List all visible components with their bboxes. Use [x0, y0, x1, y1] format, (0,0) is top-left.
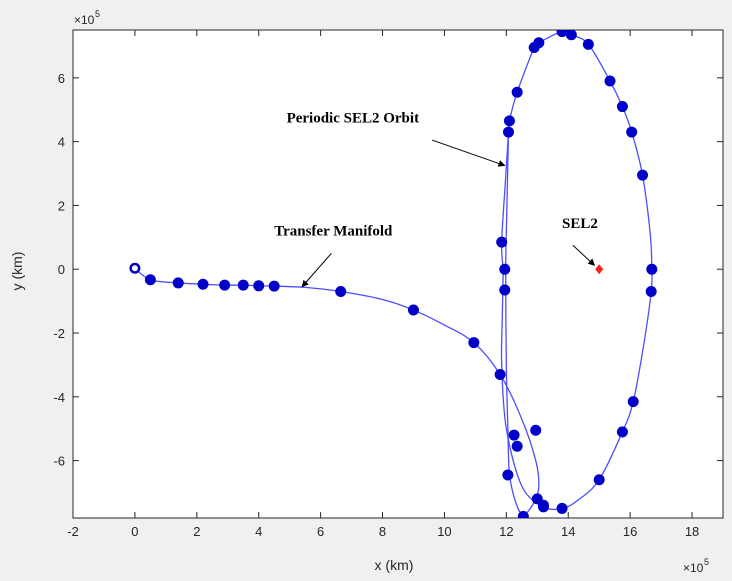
transfer-manifold-marker — [468, 337, 480, 349]
transfer-manifold-marker — [268, 280, 280, 292]
y-axis-label: y (km) — [9, 252, 25, 291]
x-tick-label: 12 — [499, 524, 513, 539]
x-tick-label: 6 — [317, 524, 324, 539]
transfer-manifold-marker — [508, 429, 520, 441]
annotation-arrow — [431, 139, 506, 167]
y-tick-label: -6 — [53, 454, 65, 469]
periodic-orbit-marker — [503, 115, 515, 127]
annotation-arrow — [572, 244, 596, 266]
x-tick-label: 10 — [437, 524, 451, 539]
periodic-orbit-marker — [637, 169, 649, 181]
annotation-text: Transfer Manifold — [274, 224, 393, 240]
transfer-manifold-marker — [407, 304, 419, 316]
y-tick-label: 2 — [58, 198, 65, 213]
y-tick-label: 6 — [58, 71, 65, 86]
periodic-orbit-marker — [604, 75, 616, 87]
periodic-orbit-marker — [593, 474, 605, 486]
y-tick-label: 0 — [58, 262, 65, 277]
origin-point — [131, 265, 138, 272]
periodic-orbit-marker — [533, 37, 545, 49]
periodic-orbit-marker — [565, 30, 577, 41]
y-tick-label: 4 — [58, 135, 65, 150]
annotation-arrow — [301, 252, 332, 288]
periodic-orbit-marker — [511, 86, 523, 98]
annotations-layer: Periodic SEL2 Orbit Transfer Manifold SEL2 — [274, 110, 598, 288]
periodic-orbit-marker — [616, 426, 628, 438]
periodic-orbit-marker — [616, 101, 628, 113]
transfer-manifold-marker — [335, 286, 347, 298]
periodic-orbit-marker — [626, 126, 638, 138]
plot-area — [72, 29, 724, 519]
periodic-orbit-marker — [503, 126, 514, 138]
periodic-orbit-marker — [499, 263, 511, 275]
x-tick-label: 16 — [623, 524, 637, 539]
x-tick-label: 14 — [561, 524, 575, 539]
x-tick-label: 0 — [131, 524, 138, 539]
annotation-text: Periodic SEL2 Orbit — [287, 110, 420, 126]
periodic-orbit-marker — [646, 263, 658, 275]
svg-text:5: 5 — [95, 9, 100, 19]
transfer-manifold-marker — [197, 278, 209, 290]
transfer-manifold-marker — [494, 368, 506, 380]
x-axis-label: x (km) — [375, 557, 414, 573]
y-exponent: ×10 5 — [74, 9, 100, 27]
series-layer — [129, 30, 658, 518]
periodic-orbit-marker — [502, 469, 514, 481]
x-tick-label: 18 — [685, 524, 699, 539]
periodic-orbit-marker — [627, 396, 639, 408]
periodic-orbit-marker — [556, 502, 568, 514]
periodic-orbit-marker — [556, 30, 568, 38]
transfer-manifold-marker — [511, 440, 523, 452]
x-tick-label: 2 — [193, 524, 200, 539]
svg-text:×10: ×10 — [683, 561, 704, 575]
periodic-orbit-marker — [582, 38, 594, 50]
sel2-point — [595, 264, 604, 275]
ticks: -2 0 2 4 6 8 10 12 14 16 18 -6 -4 -2 0 2 4 6 — [53, 30, 723, 539]
transfer-manifold-marker — [144, 274, 156, 286]
x-exponent: ×10 5 — [683, 557, 709, 575]
transfer-manifold-marker — [537, 499, 549, 511]
transfer-manifold-marker — [530, 424, 542, 436]
transfer-manifold-marker — [517, 510, 529, 518]
periodic-orbit-marker — [645, 286, 657, 298]
y-tick-label: -4 — [53, 390, 65, 405]
transfer-manifold-marker — [237, 279, 249, 291]
periodic-orbit-marker — [496, 236, 508, 248]
transfer-manifold-marker — [219, 279, 231, 291]
transfer-manifold-marker — [253, 280, 265, 292]
x-tick-label: 8 — [379, 524, 386, 539]
svg-text:×10: ×10 — [74, 13, 95, 27]
y-tick-label: -2 — [53, 326, 65, 341]
annotation-text: SEL2 — [562, 216, 598, 232]
x-tick-label: 4 — [255, 524, 262, 539]
periodic-orbit-marker — [499, 284, 511, 296]
svg-text:5: 5 — [704, 557, 709, 567]
transfer-manifold-marker — [172, 277, 184, 289]
x-tick-label: -2 — [67, 524, 79, 539]
